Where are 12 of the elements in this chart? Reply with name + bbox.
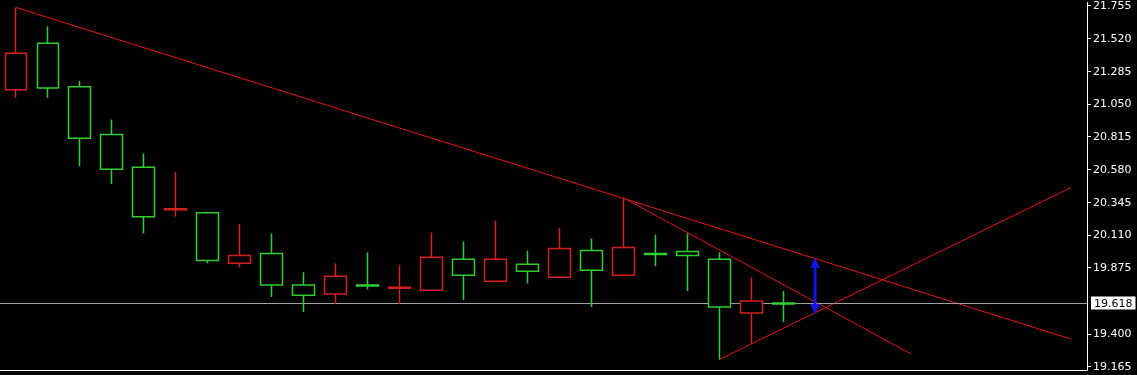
y-tick-label: 20.110 <box>1093 228 1132 242</box>
y-tick-label: 21.520 <box>1093 31 1132 45</box>
y-tick-label: 19.165 <box>1093 360 1132 374</box>
y-tick-label: 20.815 <box>1093 130 1132 144</box>
ref-line-label: 19.618 <box>1094 296 1133 310</box>
y-tick-label: 21.050 <box>1093 97 1132 111</box>
y-tick-label: 21.285 <box>1093 64 1132 78</box>
y-tick-label: 19.400 <box>1093 327 1132 341</box>
y-tick-label: 20.580 <box>1093 162 1132 176</box>
y-tick-label: 19.875 <box>1093 261 1132 275</box>
y-tick-label: 20.345 <box>1093 195 1132 209</box>
y-tick-label: 21.755 <box>1093 0 1132 12</box>
